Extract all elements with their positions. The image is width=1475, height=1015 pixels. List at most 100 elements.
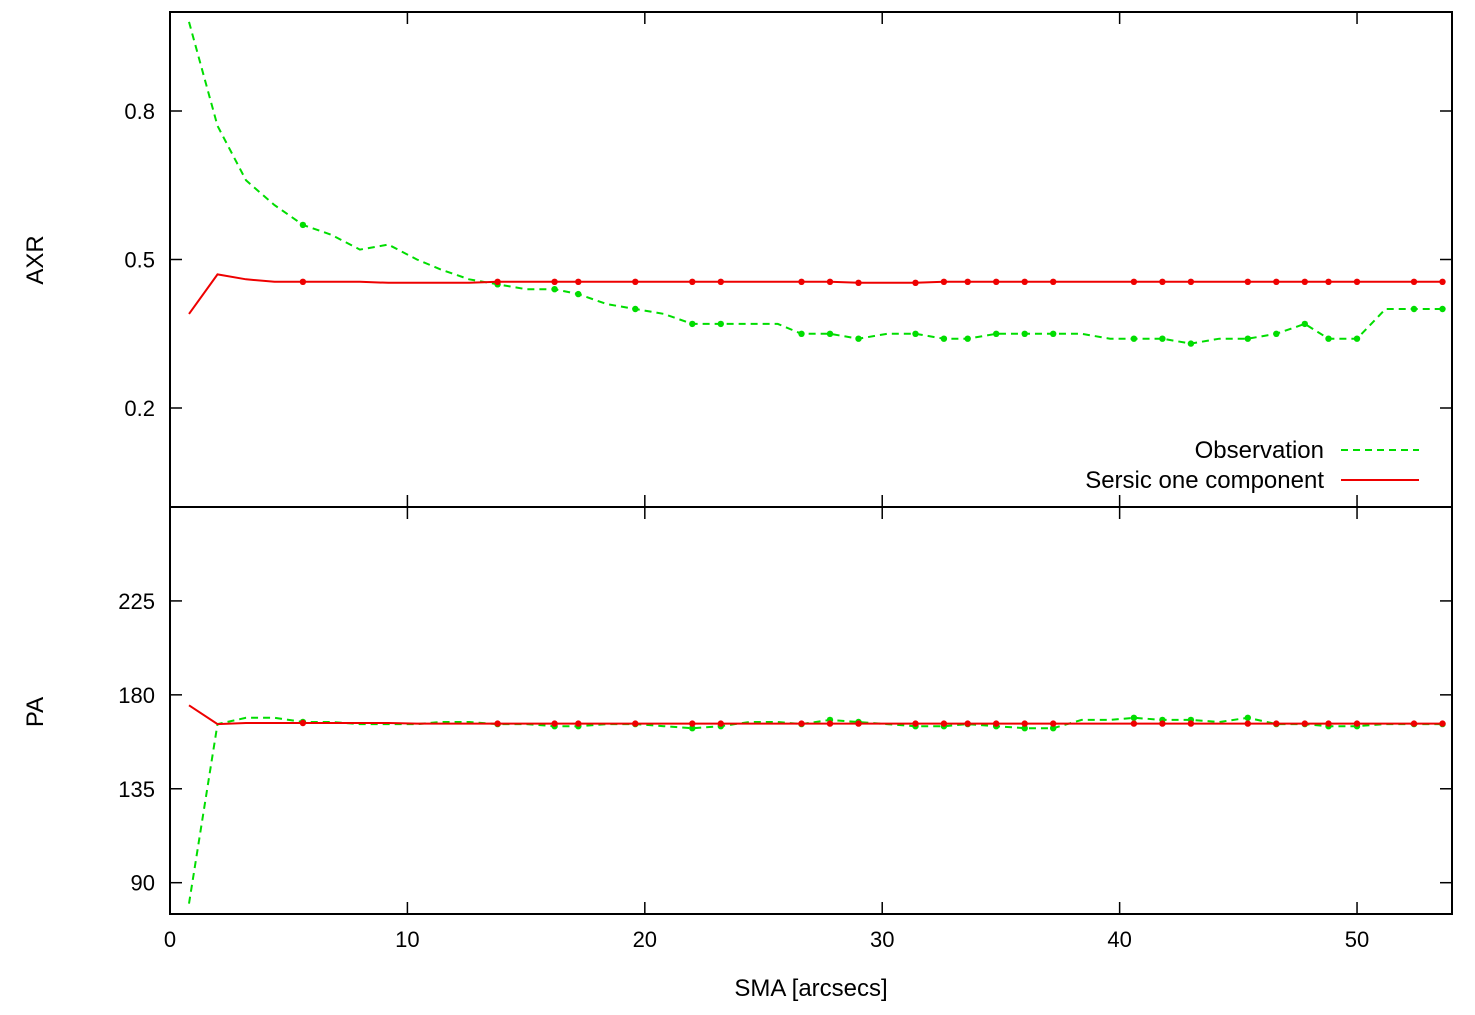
top-point-observation [689, 320, 696, 328]
x-tick-label: 0 [164, 927, 176, 952]
top-plot-frame [169, 11, 1453, 508]
x-axis-label: SMA [arcsecs] [734, 975, 887, 1002]
top-point-observation [1050, 330, 1057, 337]
bottom-point-sersic-one-component [632, 720, 639, 727]
top-point-observation [1130, 335, 1138, 342]
top-point-sersic-one-component [993, 278, 1000, 285]
bottom-point-sersic-one-component [1130, 720, 1138, 727]
bottom-point-sersic-one-component [1325, 720, 1332, 727]
x-tick-label: 20 [633, 927, 657, 952]
top-point-observation [1273, 330, 1280, 337]
top-y-tick-label: 0.5 [124, 248, 155, 273]
top-point-sersic-one-component [1187, 278, 1195, 285]
top-series-line-sersic-one-component [188, 273, 1443, 315]
top-point-observation [855, 335, 862, 342]
x-tick-label: 40 [1107, 927, 1131, 952]
top-point-observation [993, 330, 1000, 337]
top-point-sersic-one-component [912, 279, 919, 286]
bottom-point-observation [689, 725, 696, 732]
top-point-observation [1410, 305, 1418, 313]
bottom-point-sersic-one-component [964, 720, 971, 727]
legend-label-sersic: Sersic one component [1085, 467, 1324, 494]
top-point-observation [299, 221, 307, 229]
top-point-sersic-one-component [855, 279, 862, 286]
bottom-point-sersic-one-component [1187, 720, 1195, 727]
top-point-sersic-one-component [826, 278, 834, 285]
top-point-sersic-one-component [1410, 278, 1418, 285]
bottom-y-tick-label: 225 [118, 589, 155, 614]
top-point-sersic-one-component [1325, 278, 1332, 285]
top-point-sersic-one-component [1130, 278, 1138, 285]
bottom-ylabel: PA [22, 697, 49, 727]
top-point-sersic-one-component [1021, 278, 1028, 285]
series-layer [188, 21, 1446, 904]
top-point-observation [1159, 335, 1166, 342]
bottom-y-tick-label: 135 [118, 777, 155, 802]
top-point-sersic-one-component [1273, 278, 1280, 285]
x-tick-label: 30 [870, 927, 894, 952]
top-point-observation [1021, 330, 1028, 337]
bottom-point-observation [1130, 714, 1138, 721]
top-point-observation [1244, 335, 1252, 342]
bottom-point-sersic-one-component [1244, 720, 1252, 727]
bottom-point-sersic-one-component [1021, 720, 1028, 727]
bottom-y-tick-label: 180 [118, 683, 155, 708]
top-point-observation [1187, 340, 1195, 347]
top-y-tick-label: 0.2 [124, 396, 155, 421]
top-point-observation [717, 320, 724, 328]
top-point-sersic-one-component [940, 278, 948, 285]
top-series-line-observation [188, 21, 1443, 345]
bottom-point-sersic-one-component [299, 719, 307, 727]
bottom-point-sersic-one-component [1353, 720, 1361, 727]
bottom-point-sersic-one-component [826, 720, 834, 727]
legend-label-observation: Observation [1195, 437, 1324, 464]
top-point-sersic-one-component [964, 278, 971, 285]
top-point-observation [1325, 335, 1332, 342]
top-point-sersic-one-component [632, 278, 639, 285]
top-point-observation [912, 330, 919, 337]
top-point-observation [940, 335, 948, 342]
bottom-series-line-sersic-one-component [188, 704, 1443, 726]
bottom-point-sersic-one-component [940, 720, 948, 727]
bottom-point-observation [1021, 725, 1028, 732]
bottom-point-sersic-one-component [855, 720, 862, 727]
top-point-sersic-one-component [689, 278, 696, 285]
top-point-observation [1301, 320, 1309, 328]
bottom-point-sersic-one-component [1410, 720, 1418, 727]
top-point-observation [575, 290, 582, 298]
bottom-series-line-observation [188, 716, 1443, 904]
bottom-point-sersic-one-component [1273, 720, 1280, 727]
top-point-sersic-one-component [1353, 278, 1361, 285]
top-y-tick-label: 0.8 [124, 99, 155, 124]
top-point-observation [964, 335, 971, 342]
bottom-point-sersic-one-component [798, 720, 805, 727]
bottom-point-sersic-one-component [993, 720, 1000, 727]
legend: Observation Sersic one component [1085, 437, 1419, 494]
bottom-point-observation [1244, 714, 1252, 721]
top-point-observation [551, 286, 558, 293]
top-point-sersic-one-component [299, 278, 307, 285]
top-point-observation [632, 305, 639, 313]
top-point-sersic-one-component [1301, 278, 1309, 285]
top-point-observation [826, 330, 834, 337]
bottom-point-sersic-one-component [689, 720, 696, 727]
bottom-point-sersic-one-component [717, 720, 724, 727]
top-point-sersic-one-component [1159, 278, 1166, 285]
top-point-sersic-one-component [551, 278, 558, 285]
bottom-point-observation [1050, 725, 1057, 732]
top-ylabel: AXR [22, 235, 49, 284]
top-point-sersic-one-component [1439, 278, 1446, 285]
bottom-y-tick-label: 90 [131, 871, 155, 896]
bottom-plot-frame [169, 506, 1453, 915]
x-tick-label: 10 [395, 927, 419, 952]
ticks-layer: 0.2 0.5 0.8 0 10 20 30 40 50 90 135 180 225 [118, 12, 1452, 952]
top-point-sersic-one-component [1244, 278, 1252, 285]
bottom-point-sersic-one-component [1050, 720, 1057, 727]
top-point-observation [1353, 335, 1361, 342]
top-point-sersic-one-component [717, 278, 724, 285]
bottom-point-sersic-one-component [1159, 720, 1166, 727]
bottom-point-sersic-one-component [912, 720, 919, 727]
bottom-point-sersic-one-component [1301, 720, 1309, 727]
bottom-point-sersic-one-component [575, 720, 582, 727]
top-point-sersic-one-component [798, 278, 805, 285]
